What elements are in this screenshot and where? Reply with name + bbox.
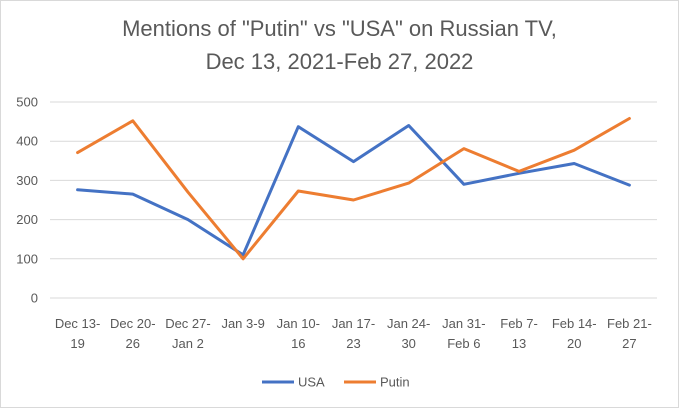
x-tick-label: Jan 31- xyxy=(442,316,485,331)
legend: USA Putin xyxy=(262,375,410,390)
x-tick-label: 19 xyxy=(70,336,84,351)
y-tick-label: 100 xyxy=(16,251,38,266)
series-lines xyxy=(76,117,631,261)
x-tick-label: Feb 21- xyxy=(607,316,652,331)
x-tick-label: 16 xyxy=(291,336,305,351)
x-tick-label: 26 xyxy=(126,336,140,351)
legend-label-usa: USA xyxy=(298,375,325,390)
x-tick-label: Feb 14- xyxy=(552,316,597,331)
x-tick-label: Jan 17- xyxy=(332,316,375,331)
chart-title-line-2: Dec 13, 2021-Feb 27, 2022 xyxy=(205,49,474,74)
y-tick-label: 500 xyxy=(16,95,38,110)
y-axis: 0 100 200 300 400 500 xyxy=(16,95,38,306)
x-tick-label: Dec 20- xyxy=(110,316,156,331)
x-tick-label: Dec 13- xyxy=(55,316,101,331)
y-tick-label: 200 xyxy=(16,212,38,227)
chart-title: Mentions of "Putin" vs "USA" on Russian … xyxy=(0,12,679,78)
x-tick-label: 27 xyxy=(622,336,636,351)
legend-label-putin: Putin xyxy=(380,375,410,390)
y-tick-label: 300 xyxy=(16,173,38,188)
x-tick-label: 13 xyxy=(512,336,526,351)
series-line-putin xyxy=(76,117,631,261)
x-tick-label: Jan 10- xyxy=(277,316,320,331)
x-tick-label: Jan 2 xyxy=(172,336,204,351)
y-tick-label: 0 xyxy=(31,291,38,306)
x-tick-label: 20 xyxy=(567,336,581,351)
x-tick-label: Feb 6 xyxy=(447,336,480,351)
x-tick-label: Jan 3-9 xyxy=(221,316,264,331)
y-tick-label: 400 xyxy=(16,134,38,149)
x-tick-label: 23 xyxy=(346,336,360,351)
gridlines xyxy=(50,101,657,299)
x-tick-label: Jan 24- xyxy=(387,316,430,331)
x-tick-label: 30 xyxy=(401,336,415,351)
series-line-usa xyxy=(76,124,631,257)
x-tick-label: Dec 27- xyxy=(165,316,211,331)
chart-title-line-1: Mentions of "Putin" vs "USA" on Russian … xyxy=(122,16,557,41)
x-tick-label: Feb 7- xyxy=(500,316,538,331)
x-axis: Dec 13- 19 Dec 20- 26 Dec 27- Jan 2 Jan 3-9 Jan… xyxy=(55,316,652,351)
